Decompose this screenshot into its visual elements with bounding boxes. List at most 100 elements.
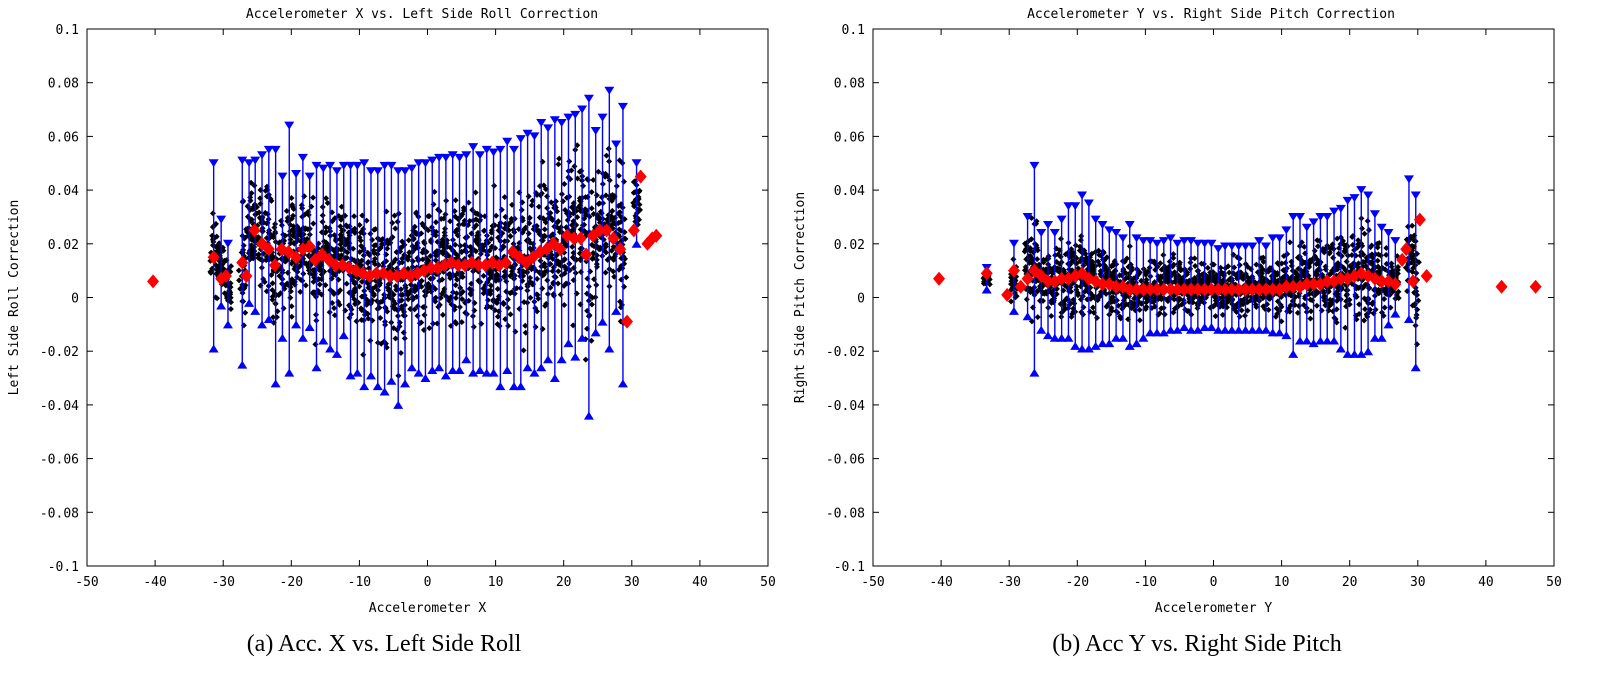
- error-bar-upper-cap: [549, 116, 560, 125]
- raw-point-marker: [331, 305, 338, 312]
- raw-point-marker: [1362, 306, 1369, 313]
- raw-point-marker: [500, 301, 507, 308]
- error-bar-upper-cap: [338, 161, 349, 170]
- raw-point-marker: [505, 322, 512, 329]
- y-tick-label: -0.02: [826, 345, 865, 360]
- raw-point-marker: [460, 221, 467, 228]
- raw-point-marker: [1314, 256, 1321, 263]
- raw-point-marker: [617, 298, 624, 305]
- raw-point-marker: [398, 305, 405, 312]
- mean-point-marker: [303, 239, 316, 254]
- raw-point-marker: [278, 217, 285, 224]
- raw-point-marker: [602, 192, 609, 199]
- raw-point-marker: [1023, 296, 1030, 303]
- raw-point-marker: [527, 294, 534, 301]
- mean-point-marker: [290, 250, 303, 265]
- raw-point-marker: [1253, 296, 1260, 303]
- error-bar-lower-cap: [1138, 333, 1149, 342]
- y-tick-label: 0.1: [842, 23, 865, 38]
- raw-point-marker: [344, 223, 351, 230]
- raw-point-marker: [385, 241, 392, 248]
- error-bar-lower-cap: [1226, 325, 1237, 334]
- raw-point-marker: [533, 222, 540, 229]
- raw-point-marker: [539, 325, 546, 332]
- raw-point-marker: [391, 212, 398, 219]
- raw-point-marker: [1219, 311, 1226, 318]
- raw-point-marker: [319, 218, 326, 225]
- mean-point-marker: [1001, 287, 1014, 302]
- mean-point-marker: [1413, 212, 1426, 227]
- raw-point-marker: [1300, 302, 1307, 309]
- raw-point-marker: [1191, 255, 1198, 262]
- raw-point-marker: [1286, 308, 1293, 315]
- raw-point-marker: [1164, 278, 1171, 285]
- mean-point-marker: [506, 244, 519, 259]
- raw-point-marker: [1365, 227, 1372, 234]
- mean-point-marker: [147, 274, 160, 289]
- error-bar-upper-cap: [1179, 237, 1190, 246]
- raw-point-marker: [1082, 255, 1089, 262]
- raw-point-marker: [635, 216, 642, 223]
- error-bar-lower-cap: [536, 363, 547, 372]
- error-bar-upper-cap: [413, 159, 424, 168]
- raw-point-marker: [1409, 255, 1416, 262]
- error-bar-upper-cap: [284, 121, 295, 130]
- raw-point-marker: [248, 246, 255, 253]
- raw-point-marker: [539, 158, 546, 165]
- error-bar-upper-cap: [237, 156, 248, 165]
- raw-point-marker: [256, 214, 263, 221]
- error-bar-upper-cap: [331, 167, 342, 176]
- error-bar-upper-cap: [1083, 199, 1094, 208]
- y-tick-label: -0.04: [826, 399, 865, 414]
- error-bar-upper-cap: [1281, 226, 1292, 235]
- error-bar-upper-cap: [257, 151, 268, 160]
- raw-point-marker: [280, 305, 287, 312]
- y-tick-label: -0.1: [834, 560, 865, 575]
- error-bar-upper-cap: [1376, 223, 1387, 232]
- error-bar-lower-cap: [1233, 325, 1244, 334]
- y-tick-label: -0.06: [40, 453, 79, 468]
- error-bar-lower-cap: [1049, 333, 1060, 342]
- error-bar-lower-cap: [611, 306, 622, 315]
- raw-point-marker: [398, 297, 405, 304]
- mean-point-marker: [384, 269, 397, 284]
- raw-point-marker: [511, 285, 518, 292]
- error-bar-upper-cap: [508, 145, 519, 154]
- raw-point-marker: [1355, 285, 1362, 292]
- raw-point-marker: [1110, 262, 1117, 269]
- raw-point-marker: [566, 260, 573, 267]
- raw-point-marker: [392, 283, 399, 290]
- raw-point-marker: [577, 268, 584, 275]
- error-bar-lower-cap: [1356, 349, 1367, 358]
- raw-point-marker: [302, 282, 309, 289]
- mean-point-marker: [1307, 277, 1320, 292]
- error-bar-upper-cap: [570, 110, 581, 119]
- raw-point-marker: [214, 295, 221, 302]
- error-bar-lower-cap: [1240, 325, 1251, 334]
- raw-point-marker: [453, 320, 460, 327]
- x-axis-label: Accelerometer X: [369, 601, 487, 616]
- raw-point-marker: [1170, 251, 1177, 258]
- raw-point-marker: [392, 300, 399, 307]
- error-bar-lower-cap: [1151, 328, 1162, 337]
- raw-point-marker: [595, 168, 602, 175]
- raw-point-marker: [338, 216, 345, 223]
- raw-point-marker: [1143, 303, 1150, 310]
- raw-point-marker: [447, 218, 454, 225]
- raw-point-marker: [420, 304, 427, 311]
- error-bar-lower-cap: [291, 320, 302, 329]
- error-bar-upper-cap: [1158, 237, 1169, 246]
- error-bar-lower-cap: [1117, 333, 1128, 342]
- error-bar-upper-cap: [1008, 239, 1019, 248]
- mean-point-marker: [236, 255, 249, 270]
- raw-point-marker: [610, 268, 617, 275]
- mean-point-marker: [268, 258, 281, 273]
- mean-point-marker: [607, 231, 620, 246]
- raw-point-marker: [588, 189, 595, 196]
- error-bar-upper-cap: [1213, 245, 1224, 254]
- raw-point-marker: [323, 244, 330, 251]
- error-bar-lower-cap: [1124, 341, 1135, 350]
- raw-point-marker: [1308, 308, 1315, 315]
- raw-point-marker: [447, 275, 454, 282]
- raw-point-marker: [358, 307, 365, 314]
